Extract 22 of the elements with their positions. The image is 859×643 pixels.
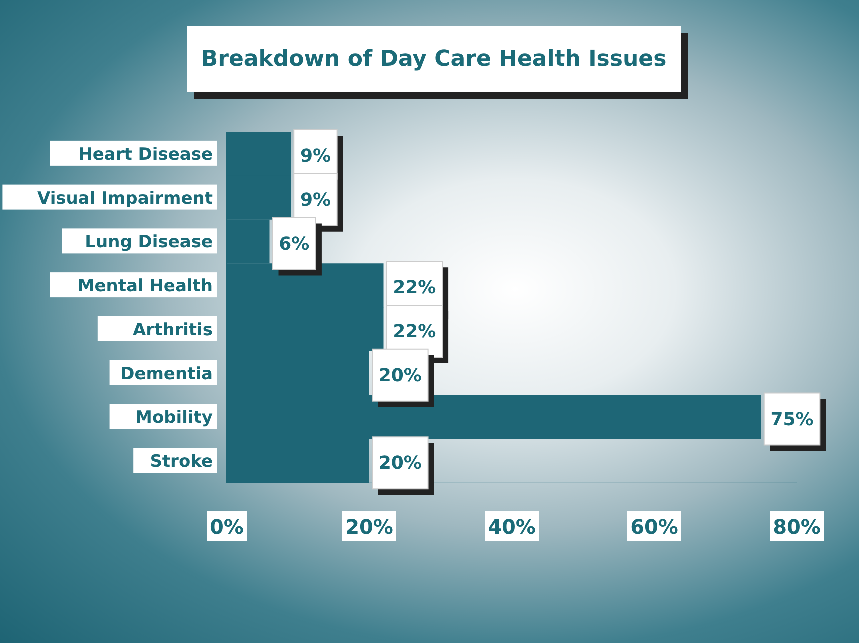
data-label: 20% (378, 453, 422, 474)
data-label: 20% (378, 365, 422, 386)
y-tick-label: Visual Impairment (38, 188, 213, 209)
y-tick-label: Heart Disease (78, 144, 213, 165)
data-label: 9% (300, 190, 332, 211)
y-tick-label: Mobility (136, 408, 213, 428)
data-label: 6% (279, 234, 310, 255)
x-tick-label: 20% (346, 515, 394, 539)
data-label: 9% (300, 146, 332, 167)
x-tick-label: 60% (630, 515, 678, 539)
x-tick-label: 40% (488, 515, 536, 539)
chart-title: Breakdown of Day Care Health Issues (187, 26, 681, 92)
y-tick-label: Dementia (120, 364, 213, 384)
data-label: 75% (770, 409, 814, 430)
data-label: 22% (393, 278, 436, 299)
y-tick-label: Lung Disease (85, 232, 213, 253)
x-tick-label: 80% (773, 515, 821, 539)
y-tick-label: Arthritis (132, 320, 213, 340)
y-tick-label: Stroke (150, 452, 213, 472)
x-tick-label: 0% (210, 515, 244, 539)
y-tick-label: Mental Health (78, 276, 213, 297)
data-label: 22% (393, 322, 436, 342)
